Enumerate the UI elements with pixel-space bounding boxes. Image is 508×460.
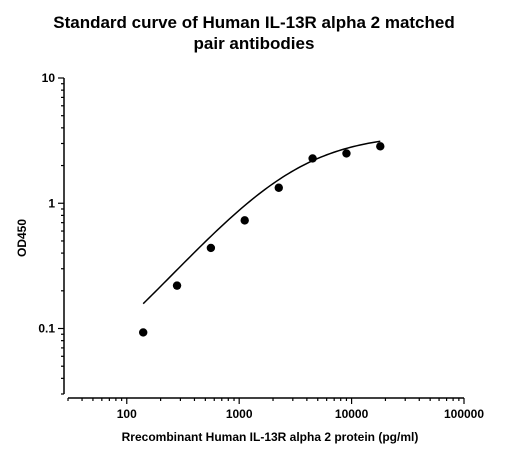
- data-point: [240, 216, 249, 225]
- y-axis-title: OD450: [15, 219, 29, 257]
- data-point: [172, 281, 182, 290]
- data-points-layer: [139, 142, 385, 337]
- data-point: [206, 243, 216, 253]
- y-tick-label: 0.1: [38, 322, 55, 336]
- data-point: [139, 328, 148, 337]
- axes: 100 1000 10000 100000 0.1 1 10: [38, 71, 484, 421]
- chart-title-line-2: pair antibodies: [193, 34, 315, 53]
- y-tick-label: 1: [48, 196, 55, 210]
- y-tick-label: 10: [42, 71, 56, 85]
- chart-title: Standard curve of Human IL-13R alpha 2 m…: [0, 12, 508, 54]
- data-point: [274, 183, 283, 192]
- data-point: [342, 149, 351, 158]
- data-point: [308, 154, 317, 163]
- x-tick-label: 10000: [335, 407, 369, 421]
- fit-curve-layer: [142, 140, 381, 305]
- x-axis-title: Rrecombinant Human IL-13R alpha 2 protei…: [122, 430, 419, 444]
- x-tick-label: 100: [117, 407, 137, 421]
- chart-title-line-1: Standard curve of Human IL-13R alpha 2 m…: [53, 13, 455, 32]
- data-point: [376, 142, 385, 151]
- x-tick-label: 1000: [226, 407, 253, 421]
- x-tick-label: 100000: [444, 407, 484, 421]
- fit-curve: [142, 140, 381, 305]
